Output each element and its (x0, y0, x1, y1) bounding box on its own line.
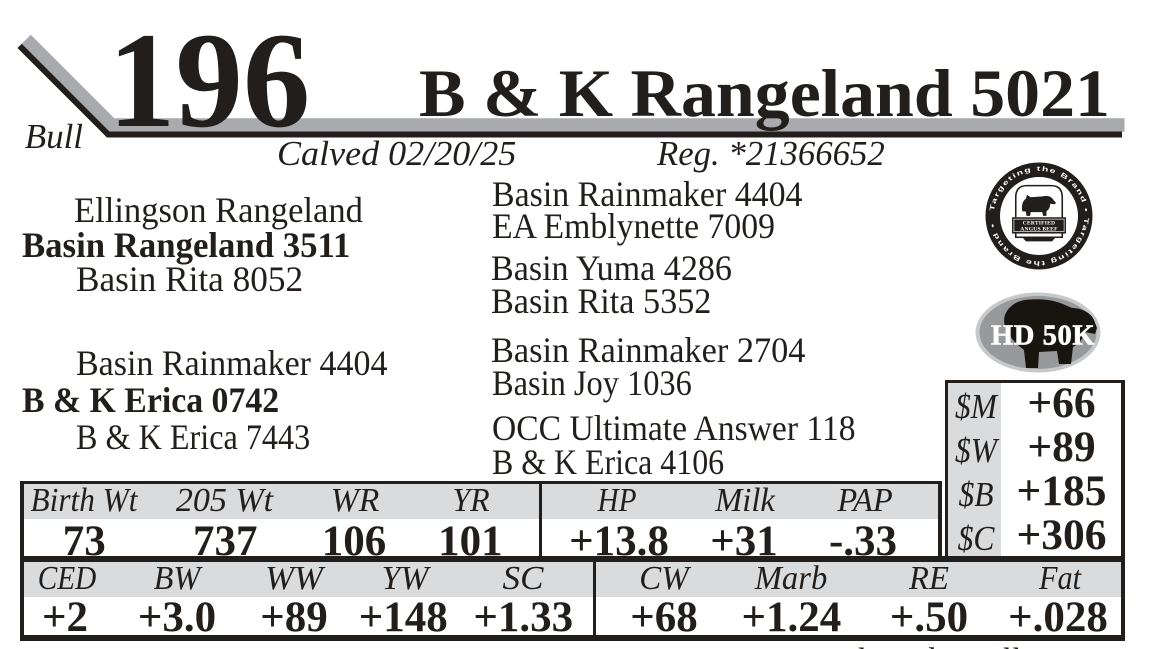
svg-text:HD 50K: HD 50K (991, 321, 1095, 352)
svg-text:CERTIFIED: CERTIFIED (1023, 221, 1055, 227)
svg-text:ANGUS BEEF: ANGUS BEEF (1020, 227, 1058, 233)
